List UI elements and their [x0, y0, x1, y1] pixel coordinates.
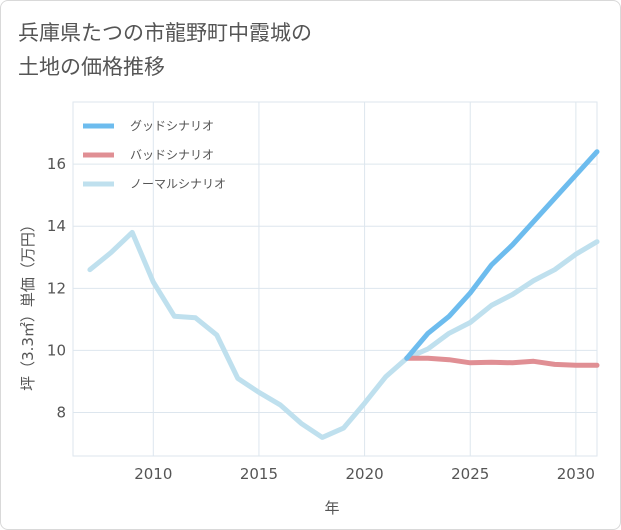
legend-label-0: グッドシナリオ: [130, 119, 214, 133]
series-line-2: [87, 229, 600, 440]
y-tick-label: 10: [47, 341, 66, 359]
x-tick-label: 2030: [557, 465, 595, 483]
grid: [72, 101, 598, 457]
series-line-1: [404, 355, 600, 368]
series-line-0: [404, 149, 600, 361]
y-axis-label: 坪（3.3㎡）単価（万円）: [19, 217, 37, 391]
x-axis-label: 年: [324, 499, 339, 517]
tick-labels: 2010 2015 2020 2025 2030 8 10 12 14 16: [47, 155, 595, 483]
chart-title-line1: 兵庫県たつの市龍野町中霞城の: [18, 21, 312, 45]
x-tick-label: 2020: [345, 465, 383, 483]
chart-title: 兵庫県たつの市龍野町中霞城の 土地の価格推移: [18, 16, 312, 84]
series-lines: [87, 149, 600, 440]
y-tick-label: 8: [56, 404, 66, 422]
y-tick-label: 12: [47, 279, 66, 297]
y-tick-label: 14: [47, 217, 66, 235]
x-tick-label: 2010: [134, 465, 172, 483]
x-tick-label: 2015: [240, 465, 278, 483]
x-tick-label: 2025: [451, 465, 489, 483]
legend-label-2: ノーマルシナリオ: [130, 177, 226, 191]
legend-label-1: バッドシナリオ: [130, 148, 214, 162]
y-tick-label: 16: [47, 155, 66, 173]
plot-area: [72, 101, 598, 457]
chart-title-line2: 土地の価格推移: [18, 55, 165, 79]
